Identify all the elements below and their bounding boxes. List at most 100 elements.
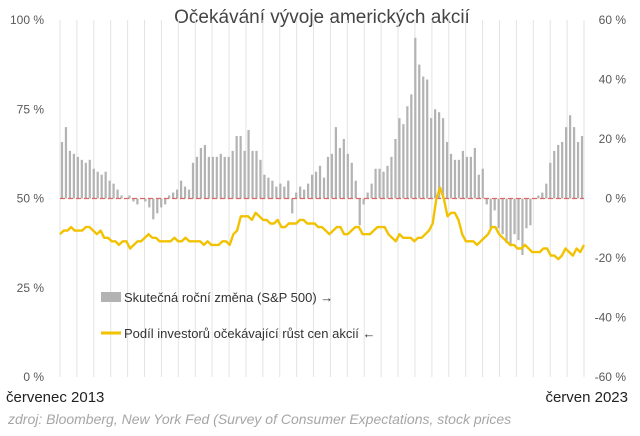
- bar: [437, 112, 441, 199]
- bar: [481, 168, 484, 199]
- bar: [549, 162, 552, 199]
- bar: [449, 153, 453, 199]
- bar: [148, 198, 151, 208]
- bar: [116, 189, 119, 199]
- bar: [358, 198, 361, 226]
- chart-title: Očekávání vývoje amerických akcií: [174, 7, 470, 28]
- bar: [537, 195, 540, 199]
- bar: [406, 106, 409, 199]
- bar: [199, 147, 203, 199]
- bar: [426, 79, 429, 199]
- bar: [434, 109, 437, 199]
- bar: [342, 139, 345, 199]
- right-tick-label: 20 %: [599, 132, 627, 146]
- bar: [445, 141, 449, 199]
- bar: [195, 156, 199, 199]
- right-axis: -60 % -40 % -20 % 0 % 20 % 40 % 60 %: [595, 13, 627, 384]
- bar: [469, 156, 472, 199]
- bar: [382, 171, 385, 199]
- bar: [541, 192, 544, 199]
- bar: [441, 118, 445, 199]
- bar: [68, 150, 72, 199]
- bar: [76, 156, 79, 199]
- bar: [96, 171, 99, 199]
- bar: [243, 150, 246, 199]
- legend-label-bars: Skutečná roční změna (S&P 500) →: [124, 290, 333, 305]
- bar: [374, 168, 377, 199]
- bar: [207, 156, 210, 199]
- bar: [112, 183, 115, 199]
- bar: [132, 198, 135, 202]
- bar: [310, 174, 314, 199]
- bar: [275, 186, 278, 199]
- bar: [505, 198, 508, 244]
- bar: [418, 64, 421, 199]
- bar: [108, 180, 111, 199]
- bar: [553, 150, 556, 199]
- bar: [263, 174, 266, 199]
- legend: Skutečná roční změna (S&P 500) → Podíl i…: [101, 290, 375, 341]
- bar: [513, 198, 516, 235]
- bar: [80, 159, 83, 199]
- left-tick-label: 50 %: [17, 192, 45, 206]
- bar: [120, 195, 123, 199]
- left-tick-label: 25 %: [17, 281, 45, 295]
- bar: [164, 198, 167, 205]
- bar: [187, 189, 191, 199]
- bar: [156, 198, 159, 214]
- bar: [136, 198, 139, 205]
- legend-label-line: Podíl investorů očekávající růst cen akc…: [124, 326, 375, 341]
- bar: [414, 37, 417, 199]
- bar: [88, 159, 91, 199]
- bar: [179, 180, 183, 199]
- bar: [175, 189, 179, 199]
- bar: [477, 174, 480, 199]
- bar: [561, 141, 564, 199]
- source-note: zdroj: Bloomberg, New York Fed (Survey o…: [7, 411, 511, 427]
- bar: [235, 136, 238, 199]
- grid: [59, 20, 585, 377]
- bar: [60, 141, 64, 199]
- bar: [287, 180, 290, 199]
- bar: [461, 150, 465, 199]
- left-axis: 0 % 25 % 50 % 75 % 100 %: [10, 13, 44, 384]
- bar: [92, 168, 95, 199]
- bar: [239, 136, 242, 199]
- bar: [247, 130, 250, 199]
- left-tick-label: 0 %: [23, 370, 44, 384]
- bar: [72, 153, 76, 199]
- bar: [410, 94, 413, 199]
- bars-series: [60, 37, 584, 256]
- bar: [223, 156, 226, 199]
- bar: [203, 144, 207, 199]
- bar: [346, 153, 349, 199]
- right-tick-label: 0 %: [605, 192, 626, 206]
- bar: [453, 159, 457, 199]
- bar: [64, 127, 68, 199]
- legend-swatch-bars: [101, 292, 121, 302]
- bar: [322, 177, 326, 199]
- bar: [279, 183, 282, 199]
- bar: [172, 192, 175, 199]
- bar: [386, 165, 389, 199]
- bar: [330, 153, 334, 199]
- bar: [489, 198, 492, 229]
- bar: [303, 189, 306, 199]
- bar: [525, 198, 528, 229]
- right-tick-label: -40 %: [595, 311, 627, 325]
- bar: [84, 162, 87, 199]
- bar: [576, 141, 580, 199]
- bar: [259, 159, 262, 199]
- bar: [521, 198, 524, 256]
- bar: [572, 127, 576, 199]
- bar: [378, 168, 381, 199]
- bar: [565, 127, 568, 199]
- right-tick-label: -60 %: [595, 370, 627, 384]
- bar: [338, 147, 341, 199]
- bar: [271, 180, 274, 199]
- bar: [402, 124, 405, 199]
- bar: [191, 162, 195, 199]
- bar: [334, 127, 338, 199]
- bar: [100, 174, 103, 199]
